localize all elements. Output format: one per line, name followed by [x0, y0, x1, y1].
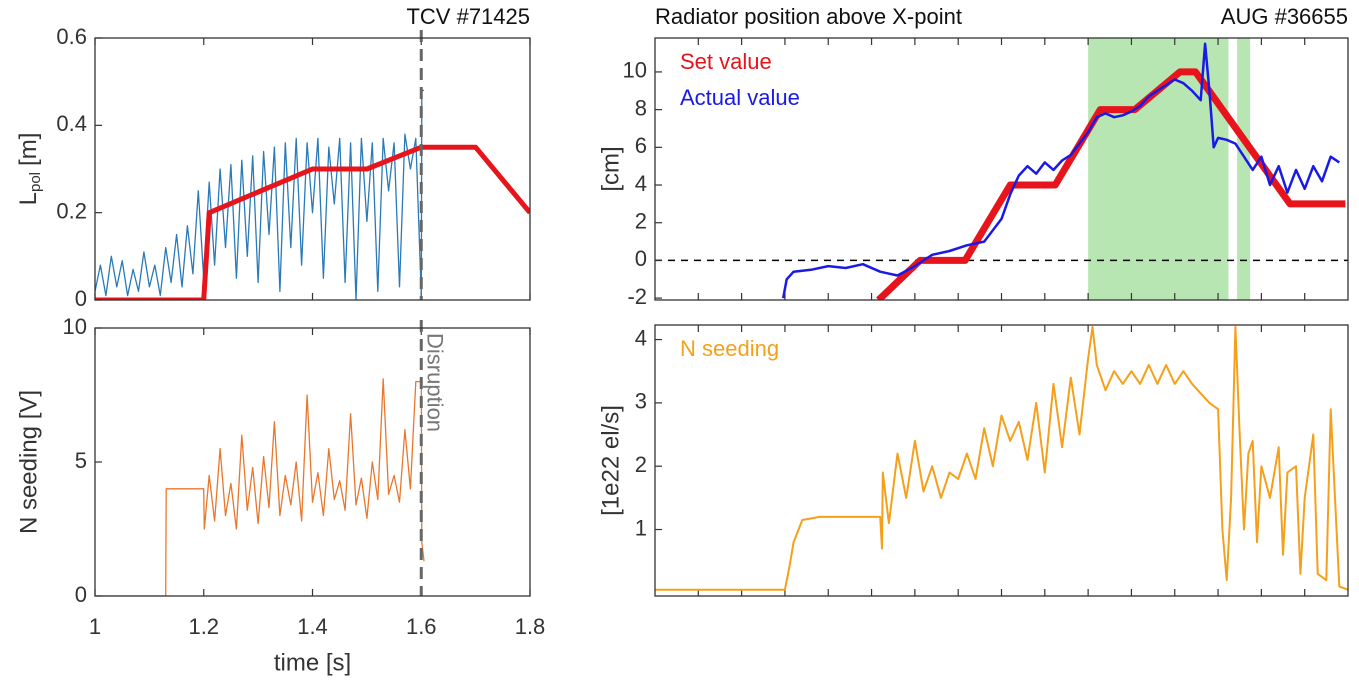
- annotation: Disruption: [422, 333, 447, 432]
- y-tick-label: 1: [635, 515, 647, 540]
- y-tick-label: 0: [635, 246, 647, 271]
- y-tick-label: 0.4: [56, 111, 87, 136]
- y-tick-label: 2: [635, 452, 647, 477]
- data-line: [655, 325, 1348, 591]
- x-tick-label: 1.4: [297, 614, 328, 639]
- x-tick-label: 1.2: [188, 614, 219, 639]
- x-tick-label: 1.8: [515, 614, 546, 639]
- panel: 1 2 3 4 N seeding [1e22 el/s]: [597, 324, 1349, 597]
- y-tick-label: 0.2: [56, 198, 87, 223]
- y-axis-label: [1e22 el/s]: [597, 405, 624, 516]
- y-tick-label: 2: [635, 209, 647, 234]
- shaded-span: [1237, 38, 1251, 300]
- y-tick-label: 10: [623, 58, 647, 83]
- y-axis-label: Lpol [m]: [15, 133, 44, 206]
- y-tick-label: 3: [635, 389, 647, 414]
- annotation: AUG #36655: [1221, 4, 1348, 29]
- y-axis-label: [cm]: [597, 146, 624, 191]
- y-tick-label: 6: [635, 133, 647, 158]
- panel: -2 0 2 4 6 8 10 Set value Actual value Radiator p…: [597, 4, 1349, 309]
- y-label-part: L: [15, 192, 42, 205]
- y-tick-label: 8: [635, 95, 647, 120]
- y-tick-label: 0: [75, 582, 87, 607]
- axes-box: [654, 324, 1349, 597]
- data-line: [95, 89, 424, 300]
- data-line: [95, 144, 530, 300]
- axes-box: [654, 37, 1349, 301]
- y-axis-label: N seeding [V]: [15, 390, 42, 534]
- legend-entry: Set value: [680, 49, 772, 74]
- axes-box: [94, 37, 531, 301]
- annotation: TCV #71425: [406, 4, 530, 29]
- y-tick-label: 4: [635, 325, 647, 350]
- panel: 0 5 10 1 1.2 1.4 1.6 1.8 Disruption N seeding [V]…: [15, 314, 545, 677]
- data-line: [95, 378, 425, 596]
- y-tick-label: 0: [75, 286, 87, 311]
- panel: 0 0.2 0.4 0.6 TCV #71425 Lpol [m]: [15, 4, 531, 311]
- x-tick-label: 1.6: [406, 614, 437, 639]
- axes-box: [94, 327, 531, 597]
- y-label-part: [m]: [15, 133, 42, 166]
- x-axis-label: time [s]: [274, 649, 351, 676]
- y-tick-label: 0.6: [56, 24, 87, 49]
- y-tick-label: 10: [63, 314, 87, 339]
- y-tick-label: -2: [627, 284, 647, 309]
- legend-entry: N seeding: [680, 336, 779, 361]
- data-line: [781, 42, 1340, 299]
- legend-entry: Actual value: [680, 85, 800, 110]
- panel-title: Radiator position above X-point: [655, 4, 962, 29]
- data-line: [876, 68, 1346, 300]
- y-tick-label: 5: [75, 448, 87, 473]
- y-tick-label: 4: [635, 171, 647, 196]
- y-label-sub: pol: [27, 172, 44, 192]
- x-tick-label: 1: [89, 614, 101, 639]
